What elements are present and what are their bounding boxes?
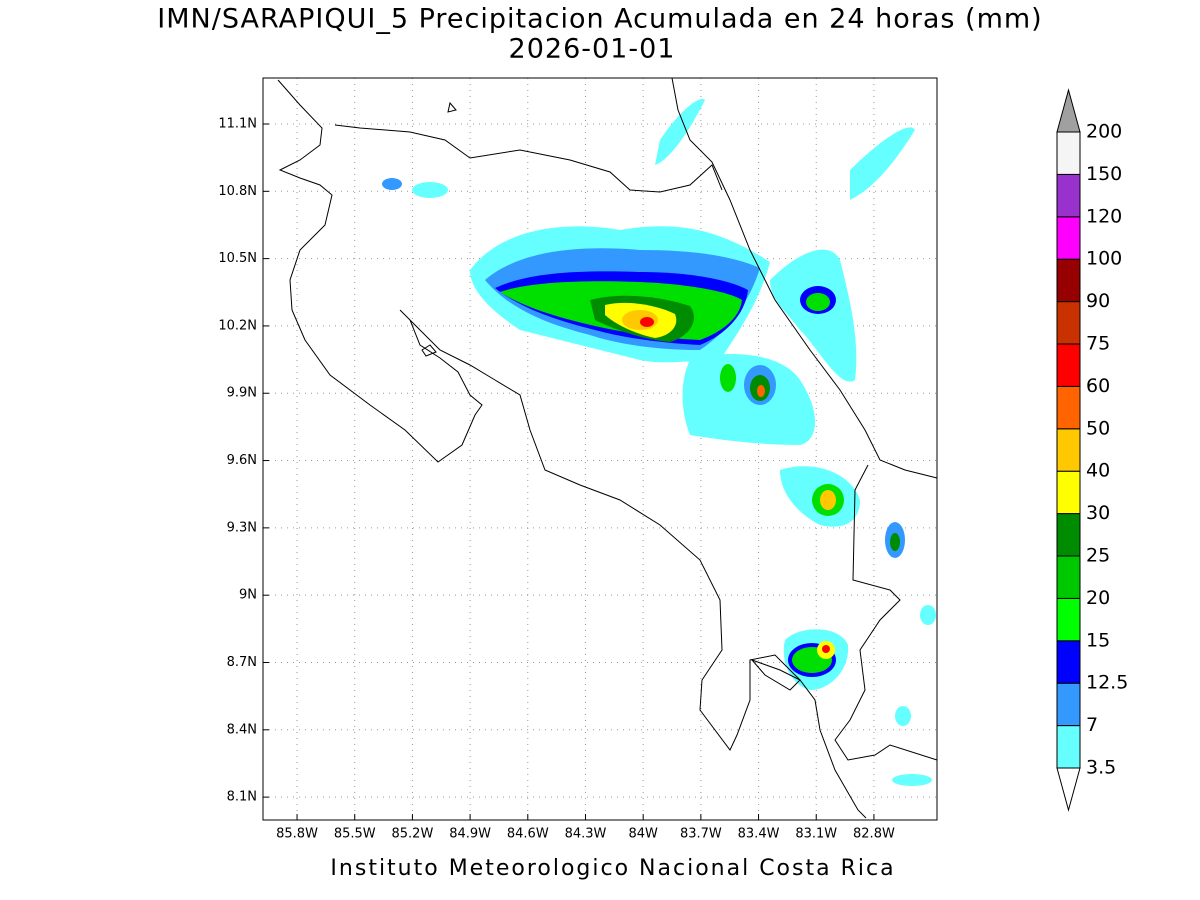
colorbar-label: 15 (1086, 629, 1110, 651)
y-tick-label: 9.9N (227, 386, 257, 401)
x-tick-label: 82.8W (853, 827, 895, 842)
colorbar-label: 25 (1086, 545, 1110, 567)
colorbar-bin (1056, 385, 1081, 430)
y-tick-label: 10.2N (218, 318, 257, 333)
colorbar-label: 20 (1086, 587, 1110, 609)
y-tick-label: 10.8N (218, 184, 257, 199)
colorbar-label: 100 (1086, 248, 1122, 270)
precipitation (382, 99, 936, 786)
colorbar-bin (1056, 470, 1081, 515)
colorbar-label: 150 (1086, 163, 1122, 185)
y-tick-label: 9N (239, 588, 257, 603)
colorbar-label: 60 (1086, 375, 1110, 397)
axes: 85.8W 85.5W 85.2W 84.9W 84.6W 84.3W 84W 83.7W 83… (218, 116, 895, 841)
subtitle: 2026-01-01 (509, 34, 676, 65)
colorbar-bin (1056, 131, 1081, 175)
footer: Instituto Meteorologico Nacional Costa R… (330, 856, 895, 881)
x-tick-label: 83.4W (738, 827, 780, 842)
colorbar-label: 40 (1086, 460, 1110, 482)
x-tick-label: 84.6W (507, 827, 549, 842)
x-tick-label: 84.9W (449, 827, 491, 842)
colorbar-under (1056, 767, 1081, 812)
x-tick-label: 84W (628, 827, 658, 842)
grid (263, 78, 937, 820)
y-tick-label: 8.1N (227, 790, 257, 805)
colorbar-bin (1056, 597, 1081, 642)
colorbar-label: 12.5 (1086, 672, 1128, 694)
colorbar-bin (1056, 682, 1081, 727)
title: IMN/SARAPIQUI_5 Precipitacion Acumulada … (157, 4, 1042, 35)
map-frame (262, 77, 938, 821)
colorbar-label: 3.5 (1086, 757, 1116, 779)
colorbar-label: 120 (1086, 205, 1122, 227)
x-tick-label: 85.2W (392, 827, 434, 842)
colorbar-bin (1056, 513, 1081, 557)
x-tick-label: 83.1W (795, 827, 837, 842)
colorbar-label: 90 (1086, 290, 1110, 312)
colorbar-bin (1056, 640, 1081, 684)
y-tick-label: 10.5N (218, 251, 257, 266)
colorbar-bin (1056, 428, 1081, 472)
colorbar-bin (1056, 258, 1081, 303)
x-tick-label: 85.5W (334, 827, 376, 842)
colorbar-bin (1056, 725, 1081, 769)
colorbar-bin (1056, 173, 1081, 218)
colorbar-label: 75 (1086, 333, 1110, 355)
x-tick-label: 83.7W (680, 827, 722, 842)
colorbar-label: 50 (1086, 417, 1110, 439)
colorbar-label: 7 (1086, 714, 1098, 736)
colorbar-label: 30 (1086, 502, 1110, 524)
colorbar-over (1056, 88, 1081, 133)
colorbar-bin (1056, 555, 1081, 599)
colorbar-label: 200 (1086, 121, 1122, 143)
y-tick-label: 8.7N (227, 655, 257, 670)
colorbar-bin (1056, 216, 1081, 260)
y-tick-label: 9.6N (227, 453, 257, 468)
x-tick-label: 85.8W (276, 827, 318, 842)
colorbar: 3.5 7 12.5 15 20 25 30 40 50 60 75 90 100 120 150 200 (1056, 88, 1128, 812)
y-tick-label: 8.4N (227, 722, 257, 737)
coastlines (277, 77, 938, 819)
x-tick-label: 84.3W (565, 827, 607, 842)
y-tick-label: 9.3N (227, 520, 257, 535)
colorbar-bin (1056, 301, 1081, 345)
colorbar-bin (1056, 343, 1081, 387)
y-tick-label: 11.1N (218, 116, 257, 131)
